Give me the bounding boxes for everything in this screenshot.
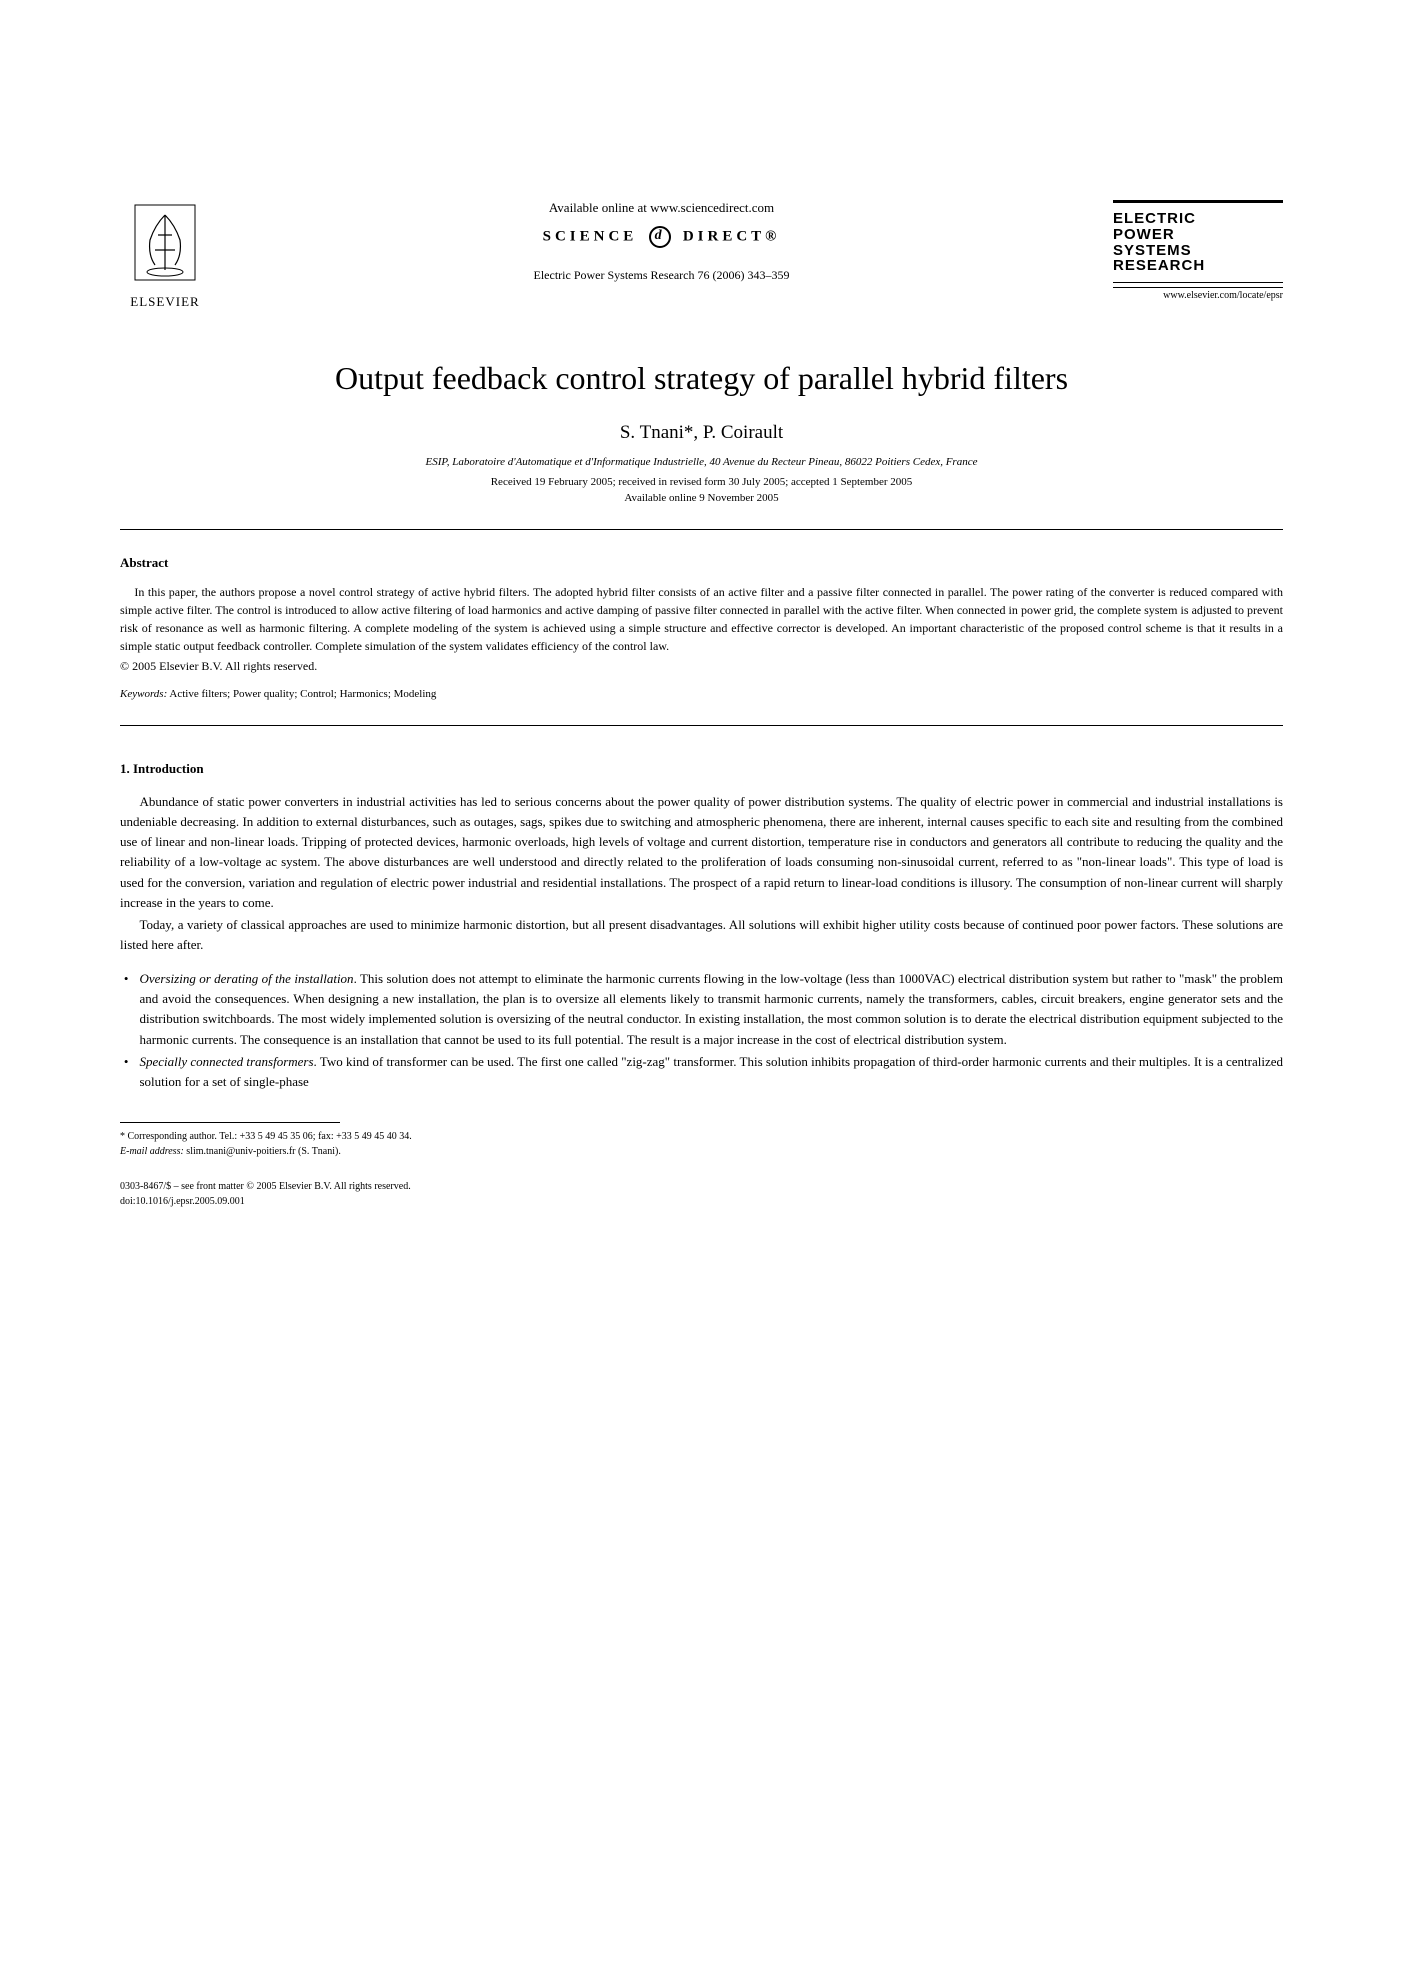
intro-para-1: Abundance of static power converters in … <box>120 792 1283 913</box>
abstract-text: In this paper, the authors propose a nov… <box>120 583 1283 655</box>
elsevier-tree-icon <box>130 200 200 285</box>
header-center: Available online at www.sciencedirect.co… <box>210 200 1113 283</box>
sd-swirl-icon <box>649 226 671 248</box>
list-item: Oversizing or derating of the installati… <box>120 969 1283 1050</box>
jl-line1: ELECTRIC <box>1113 211 1283 227</box>
bullet-title: Oversizing or derating of the installati… <box>140 971 354 986</box>
publisher-logo: ELSEVIER <box>120 200 210 310</box>
email-label: E-mail address: <box>120 1146 184 1157</box>
list-item: Specially connected transformers. Two ki… <box>120 1052 1283 1092</box>
email-address: slim.tnani@univ-poitiers.fr (S. Tnani). <box>184 1146 341 1157</box>
header-row: ELSEVIER Available online at www.science… <box>120 200 1283 310</box>
copyright-line: © 2005 Elsevier B.V. All rights reserved… <box>120 659 1283 674</box>
publisher-name: ELSEVIER <box>120 294 210 310</box>
abstract-heading: Abstract <box>120 555 1283 571</box>
jl-line2: POWER <box>1113 227 1283 243</box>
journal-url: www.elsevier.com/locate/epsr <box>1113 287 1283 301</box>
journal-logo-bars: ELECTRIC POWER SYSTEMS RESEARCH <box>1113 200 1283 283</box>
corresponding-author: * Corresponding author. Tel.: +33 5 49 4… <box>120 1129 1283 1144</box>
rule-top <box>120 529 1283 530</box>
front-matter-line: 0303-8467/$ – see front matter © 2005 El… <box>120 1179 1283 1194</box>
received-dates: Received 19 February 2005; received in r… <box>120 476 1283 488</box>
jl-line3: SYSTEMS <box>1113 243 1283 259</box>
sd-right: DIRECT® <box>683 228 781 244</box>
journal-reference: Electric Power Systems Research 76 (2006… <box>230 268 1093 283</box>
available-online-text: Available online at www.sciencedirect.co… <box>230 200 1093 216</box>
bullet-title: Specially connected transformers <box>140 1054 314 1069</box>
intro-heading: 1. Introduction <box>120 761 1283 777</box>
doi-block: 0303-8467/$ – see front matter © 2005 El… <box>120 1179 1283 1209</box>
science-direct-logo: SCIENCE DIRECT® <box>230 226 1093 248</box>
rule-after-abstract <box>120 725 1283 726</box>
jl-line4: RESEARCH <box>1113 258 1283 274</box>
keywords-line: Keywords: Active filters; Power quality;… <box>120 688 1283 700</box>
affiliation: ESIP, Laboratoire d'Automatique et d'Inf… <box>120 456 1283 468</box>
intro-para-2: Today, a variety of classical approaches… <box>120 915 1283 955</box>
email-footnote: E-mail address: slim.tnani@univ-poitiers… <box>120 1144 1283 1159</box>
sd-left: SCIENCE <box>543 228 638 244</box>
paper-title: Output feedback control strategy of para… <box>120 360 1283 397</box>
journal-logo-box: ELECTRIC POWER SYSTEMS RESEARCH www.else… <box>1113 200 1283 301</box>
footnote-rule <box>120 1122 340 1123</box>
authors: S. Tnani*, P. Coirault <box>120 422 1283 444</box>
doi-line: doi:10.1016/j.epsr.2005.09.001 <box>120 1194 1283 1209</box>
online-date: Available online 9 November 2005 <box>120 492 1283 504</box>
keywords-text: Active filters; Power quality; Control; … <box>167 688 436 700</box>
keywords-label: Keywords: <box>120 688 167 700</box>
journal-logo-text: ELECTRIC POWER SYSTEMS RESEARCH <box>1113 205 1283 280</box>
solutions-list: Oversizing or derating of the installati… <box>120 969 1283 1092</box>
